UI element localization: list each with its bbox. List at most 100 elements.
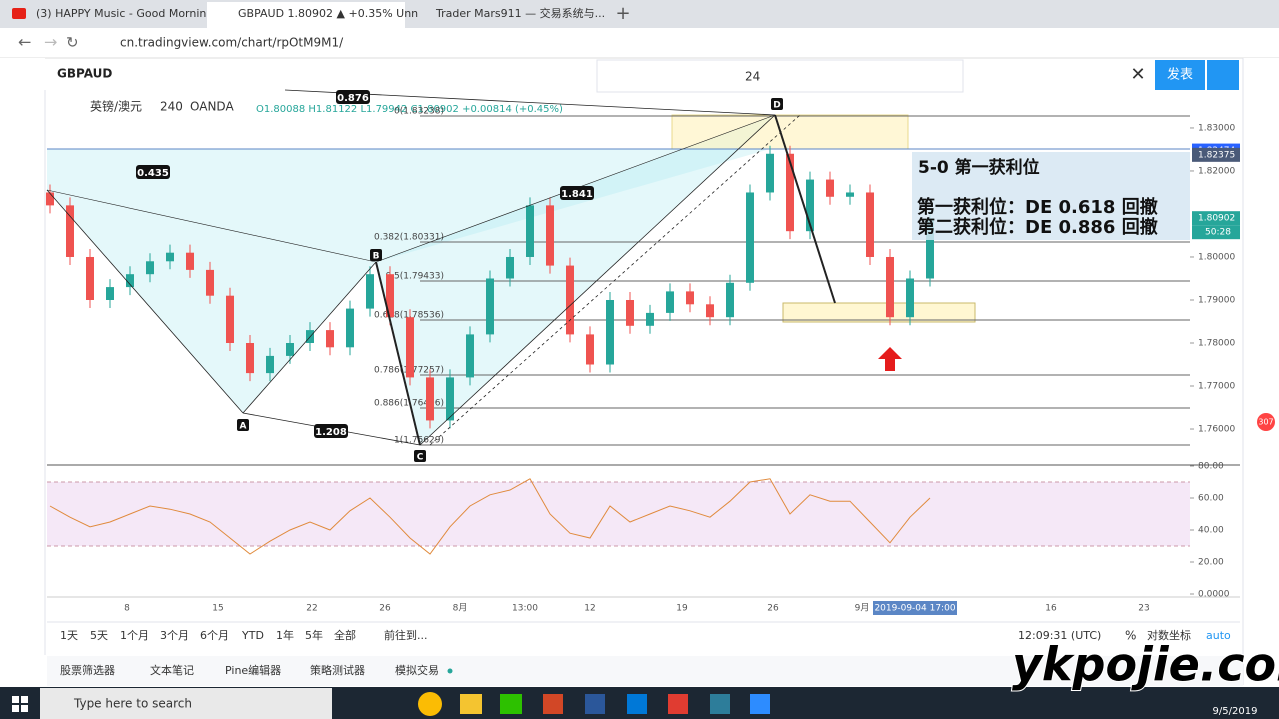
app-icon[interactable] bbox=[627, 694, 647, 714]
date-label: 9月 bbox=[855, 603, 870, 614]
app-icon[interactable] bbox=[418, 692, 442, 716]
ratio-label: 0.876 bbox=[337, 93, 369, 104]
app-icon[interactable] bbox=[750, 694, 770, 714]
watermark: ykpojie.com bbox=[1012, 638, 1279, 692]
app-icon[interactable] bbox=[585, 694, 605, 714]
timeframe[interactable]: 3个月 bbox=[160, 629, 189, 642]
candle bbox=[726, 282, 734, 318]
y-tick-label: 1.82000 bbox=[1198, 166, 1235, 176]
timeframe[interactable]: 1年 bbox=[276, 628, 294, 642]
pattern-line bbox=[46, 189, 244, 414]
url[interactable]: cn.tradingview.com/chart/rpOtM9M1/ bbox=[120, 36, 344, 50]
replay-button[interactable] bbox=[1207, 60, 1239, 90]
arrow bbox=[878, 347, 902, 371]
publish-button[interactable] bbox=[1155, 60, 1205, 90]
timeframe[interactable]: 1天 bbox=[60, 629, 78, 642]
candle bbox=[746, 192, 754, 283]
app-icon[interactable] bbox=[460, 694, 482, 714]
timeframe[interactable]: 5天 bbox=[90, 629, 108, 642]
candle bbox=[46, 192, 54, 206]
start[interactable] bbox=[12, 696, 19, 703]
candle bbox=[206, 269, 214, 296]
candle bbox=[126, 274, 134, 288]
timeframe[interactable]: 6个月 bbox=[200, 629, 229, 642]
timeframe[interactable]: YTD bbox=[241, 629, 264, 642]
close[interactable]: ✕ bbox=[1130, 64, 1145, 85]
timeframe[interactable]: 全部 bbox=[334, 628, 356, 642]
candle bbox=[66, 205, 74, 257]
candle bbox=[866, 192, 874, 257]
app-icon[interactable] bbox=[543, 694, 563, 714]
pattern-line bbox=[774, 114, 836, 304]
candle bbox=[666, 291, 674, 313]
left-toolbar bbox=[0, 58, 45, 685]
y-tick-label: 1.80000 bbox=[1198, 252, 1235, 262]
pattern-fill bbox=[376, 115, 775, 445]
panel-tab[interactable]: 策略测试器 bbox=[310, 663, 365, 677]
candle bbox=[586, 334, 594, 365]
date-label: 26 bbox=[767, 604, 779, 614]
app-icon[interactable] bbox=[500, 694, 522, 714]
tab-title[interactable]: Trader Mars911 — 交易系统与... bbox=[435, 6, 605, 20]
price-tag bbox=[1192, 147, 1240, 162]
badge bbox=[1257, 413, 1275, 431]
tab-icon bbox=[12, 8, 26, 19]
price-tag-label: 1.80902 bbox=[1198, 214, 1235, 224]
date-label: 15 bbox=[212, 604, 223, 614]
point-badge bbox=[370, 249, 382, 261]
candle bbox=[286, 343, 294, 356]
search-placeholder[interactable]: Type here to search bbox=[73, 697, 192, 711]
point-label: B bbox=[373, 252, 380, 262]
app-icon[interactable] bbox=[668, 694, 688, 714]
date-label: 16 bbox=[1045, 604, 1057, 614]
y-tick-label: 1.76000 bbox=[1198, 425, 1235, 435]
date-label: 12 bbox=[584, 604, 595, 614]
rsi-line bbox=[49, 478, 931, 555]
candle bbox=[186, 252, 194, 270]
date: 9/5/2019 bbox=[1213, 706, 1258, 717]
ratio-label: 0.435 bbox=[137, 168, 169, 179]
rsi-tick-label: 60.00 bbox=[1198, 494, 1224, 504]
fib-label: 0.5(1.79433) bbox=[385, 272, 444, 282]
timeframe[interactable]: 1个月 bbox=[120, 629, 149, 642]
tab-title[interactable]: GBPAUD 1.80902 ▲ +0.35% Unn bbox=[238, 7, 418, 20]
candle bbox=[826, 179, 834, 197]
publish-label[interactable]: 发表 bbox=[1167, 67, 1193, 83]
back[interactable]: ← bbox=[18, 33, 31, 52]
panel-tab[interactable]: Pine编辑器 bbox=[225, 663, 281, 677]
right-toolbar bbox=[1243, 58, 1279, 685]
panel-tab[interactable]: 模拟交易 bbox=[395, 663, 439, 677]
pattern-line bbox=[375, 261, 421, 446]
candle bbox=[706, 304, 714, 318]
candle bbox=[266, 355, 274, 374]
timeframe[interactable]: 5年 bbox=[305, 628, 323, 642]
nav-bar bbox=[0, 28, 1279, 58]
log-scale[interactable]: 对数坐标 bbox=[1147, 628, 1191, 642]
tab-title[interactable]: (3) HAPPY Music - Good Mornin bbox=[36, 7, 206, 20]
panel-tab[interactable]: 股票筛选器 bbox=[60, 663, 115, 677]
app-icon[interactable] bbox=[710, 694, 730, 714]
search-box[interactable] bbox=[40, 688, 332, 719]
reload[interactable]: ↻ bbox=[66, 34, 79, 52]
active-tab[interactable] bbox=[207, 2, 405, 28]
pattern-line bbox=[419, 114, 776, 446]
candle bbox=[426, 377, 434, 421]
date-label: 8月 bbox=[453, 603, 468, 614]
note-box bbox=[912, 152, 1190, 240]
symbol[interactable]: GBPAUD bbox=[57, 67, 112, 81]
font-size[interactable]: 24 bbox=[745, 70, 760, 84]
panel-tab[interactable]: 文本笔记 bbox=[150, 663, 194, 677]
candle bbox=[506, 256, 514, 279]
forward[interactable]: → bbox=[44, 33, 57, 52]
candle bbox=[366, 274, 374, 309]
ratio-label: 1.841 bbox=[561, 189, 593, 200]
candle bbox=[686, 291, 694, 305]
candle bbox=[906, 278, 914, 318]
percent[interactable]: % bbox=[1125, 629, 1136, 643]
auto-scale[interactable]: auto bbox=[1206, 629, 1231, 642]
ratio-badge bbox=[314, 424, 348, 438]
candle bbox=[446, 377, 454, 421]
candle bbox=[806, 179, 814, 232]
new-tab[interactable]: + bbox=[615, 3, 630, 24]
timeframe[interactable]: 前往到... bbox=[384, 628, 428, 642]
